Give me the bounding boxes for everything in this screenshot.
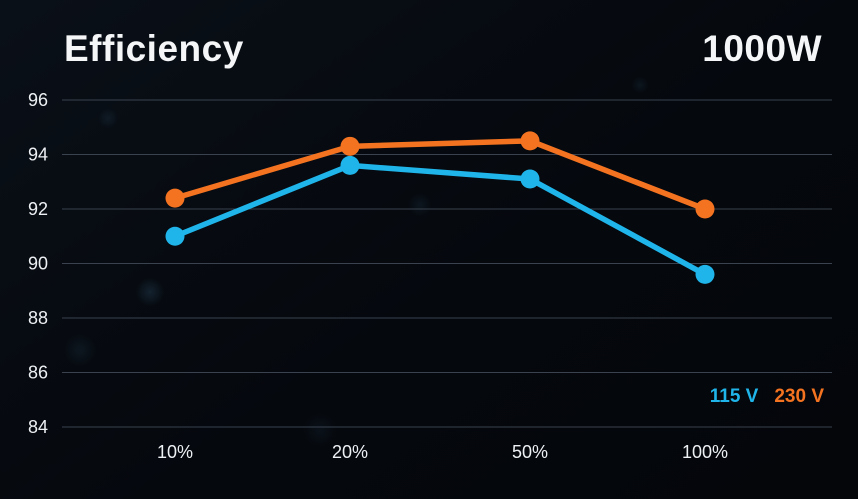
svg-text:20%: 20% [332,442,368,462]
svg-text:88: 88 [28,308,48,328]
svg-text:84: 84 [28,417,48,437]
svg-text:10%: 10% [157,442,193,462]
legend-item-115v: 115 V [709,386,759,407]
chart-legend: 115 V 230 V [710,386,824,408]
page-title: Efficiency [64,28,244,69]
svg-text:92: 92 [28,199,48,219]
wattage-label: 1000W [702,28,822,69]
svg-text:96: 96 [28,90,48,110]
svg-text:100%: 100% [682,442,728,462]
svg-text:50%: 50% [512,442,548,462]
svg-text:86: 86 [28,363,48,383]
legend-item-230v: 230 V [774,386,824,407]
svg-text:90: 90 [28,254,48,274]
svg-text:94: 94 [28,145,48,165]
